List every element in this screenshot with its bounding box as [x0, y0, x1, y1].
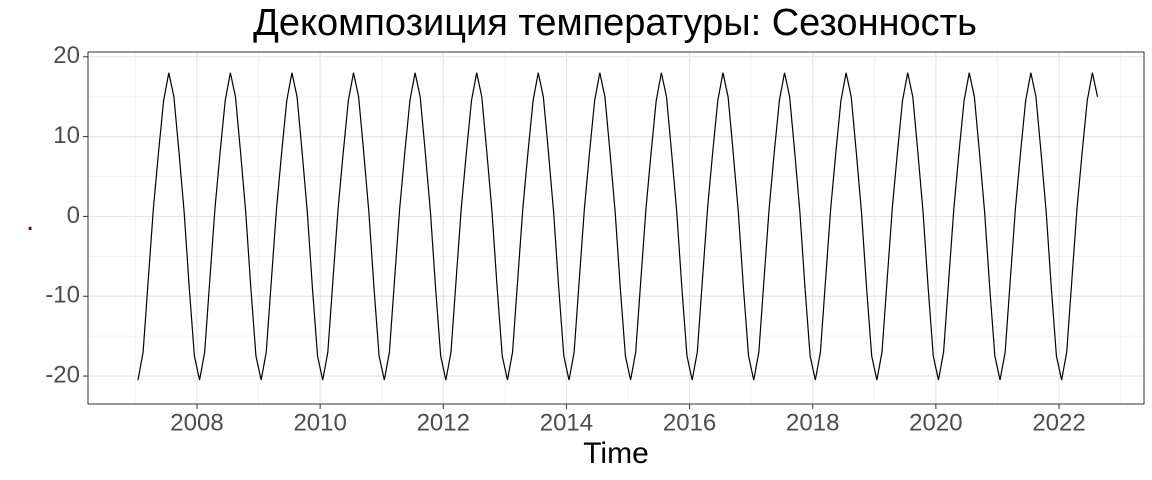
x-tick-label: 2022	[1032, 409, 1085, 436]
y-tick-label: -10	[45, 282, 80, 309]
chart-title: Декомпозиция температуры: Сезонность	[253, 2, 977, 44]
x-axis-label: Time	[583, 437, 649, 470]
x-tick-label: 2018	[786, 409, 839, 436]
y-tick-label: -20	[45, 361, 80, 388]
x-tick-label: 2010	[293, 409, 346, 436]
y-tick-label: 0	[67, 202, 80, 229]
y-tick-label: 20	[53, 42, 80, 69]
x-tick-label: 2016	[663, 409, 716, 436]
y-tick-label: 10	[53, 122, 80, 149]
seasonal-line	[137, 72, 1099, 381]
x-tick-label: 2012	[417, 409, 470, 436]
x-tick-label: 2008	[170, 409, 223, 436]
y-axis-label: .	[26, 204, 34, 237]
x-tick-label: 2014	[540, 409, 593, 436]
plot-border	[87, 51, 1145, 405]
x-tick-label: 2020	[909, 409, 962, 436]
